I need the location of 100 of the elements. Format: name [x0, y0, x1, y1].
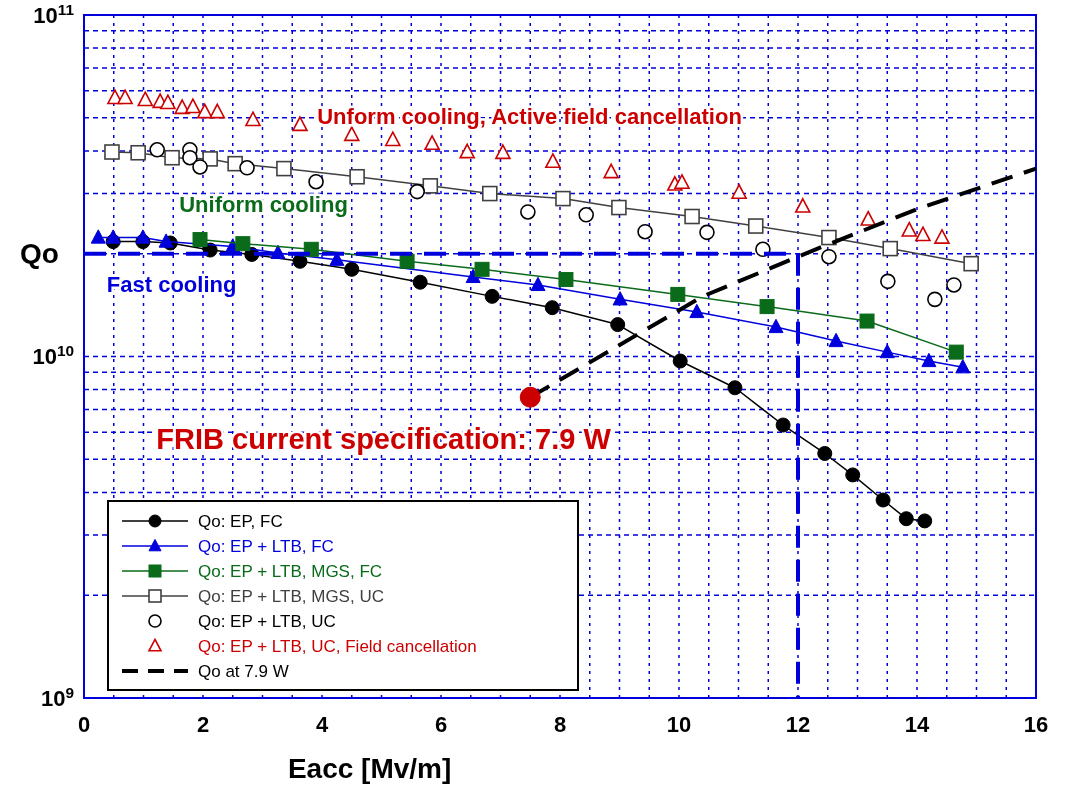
- point: [105, 229, 121, 244]
- point: [164, 149, 180, 166]
- point: [821, 248, 837, 265]
- annotation: Fast cooling: [106, 272, 237, 298]
- point: [684, 208, 700, 225]
- annotation: Uniform cooling: [179, 191, 348, 217]
- point: [276, 160, 292, 177]
- point: [545, 153, 561, 169]
- point: [845, 467, 861, 483]
- x-tick-label: 2: [196, 712, 210, 737]
- point: [135, 229, 151, 244]
- point: [308, 173, 324, 190]
- point: [192, 232, 208, 248]
- point: [182, 149, 198, 166]
- point: [424, 135, 440, 151]
- point: [963, 255, 979, 272]
- point: [946, 277, 962, 293]
- point: [520, 204, 536, 220]
- point: [239, 159, 255, 176]
- y-tick-label: 10$^{10}$: [32, 341, 74, 370]
- legend-label: Qo: EP + LTB, FC: [198, 536, 334, 556]
- point: [955, 359, 971, 374]
- point: [612, 291, 628, 306]
- point: [149, 141, 165, 158]
- point: [137, 91, 154, 107]
- point: [474, 261, 490, 277]
- point: [794, 197, 811, 213]
- point: [875, 492, 891, 508]
- point: [343, 126, 360, 142]
- point: [610, 317, 626, 333]
- x-tick-label: 16: [1023, 712, 1049, 737]
- point: [245, 111, 261, 127]
- x-tick-label: 14: [904, 712, 930, 737]
- point: [674, 174, 690, 190]
- point: [412, 274, 428, 290]
- point: [481, 185, 498, 202]
- x-tick-label: 4: [315, 712, 329, 737]
- point: [484, 288, 500, 304]
- point: [948, 344, 964, 360]
- point: [90, 229, 106, 244]
- x-axis-title: Eacc [Mv/m]: [287, 753, 452, 784]
- legend-label: Qo: EP + LTB, MGS, UC: [198, 586, 384, 606]
- point: [209, 103, 226, 119]
- point: [519, 386, 541, 408]
- point: [185, 98, 201, 114]
- point: [747, 218, 764, 234]
- y-tick-label: 10$^{11}$: [33, 0, 75, 28]
- y-axis-title: Qo: [20, 238, 59, 270]
- point: [344, 261, 360, 277]
- point: [901, 221, 918, 237]
- point: [670, 286, 686, 302]
- point: [385, 131, 401, 147]
- point: [880, 273, 896, 290]
- point: [759, 299, 775, 315]
- point: [104, 144, 120, 160]
- point: [860, 210, 877, 226]
- x-tick-label: 12: [785, 712, 811, 737]
- point: [422, 178, 439, 194]
- point: [130, 144, 146, 161]
- point: [555, 190, 571, 207]
- point: [544, 300, 560, 316]
- point: [689, 303, 705, 319]
- point: [672, 353, 688, 369]
- point: [882, 240, 899, 257]
- point: [459, 143, 475, 159]
- point: [611, 199, 627, 216]
- point: [775, 417, 791, 433]
- point: [196, 103, 213, 119]
- point: [637, 223, 653, 240]
- point: [558, 272, 574, 288]
- point: [879, 343, 895, 359]
- point: [927, 291, 943, 308]
- point: [898, 511, 914, 527]
- x-tick-label: 0: [77, 712, 91, 737]
- point: [699, 224, 715, 241]
- point: [117, 89, 133, 105]
- point: [349, 168, 365, 185]
- point: [731, 184, 747, 199]
- legend-label: Qo: EP + LTB, UC: [198, 611, 336, 631]
- x-tick-label: 8: [553, 712, 567, 737]
- point: [921, 352, 937, 368]
- point: [603, 163, 619, 179]
- point: [235, 236, 251, 252]
- point: [934, 229, 950, 244]
- point: [495, 144, 511, 160]
- point: [578, 206, 594, 223]
- point: [292, 116, 308, 132]
- legend-label: Qo at 7.9 W: [198, 661, 289, 681]
- point: [917, 513, 933, 529]
- y-tick-label: 10$^{9}$: [40, 683, 74, 711]
- point: [270, 244, 286, 260]
- point: [768, 318, 784, 334]
- point: [409, 183, 425, 200]
- legend-label: Qo: EP, FC: [198, 511, 283, 531]
- x-tick-label: 10: [666, 712, 692, 737]
- point: [192, 159, 208, 175]
- point: [158, 233, 174, 248]
- point: [915, 226, 931, 242]
- point: [530, 276, 546, 292]
- point: [465, 268, 481, 284]
